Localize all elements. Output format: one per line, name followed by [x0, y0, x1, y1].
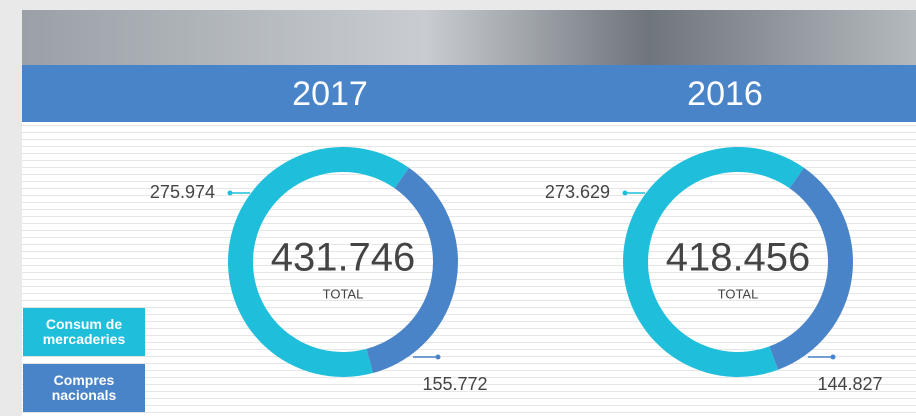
center-caption: TOTAL	[718, 286, 759, 301]
leader-dot	[435, 354, 441, 360]
center-value: 431.746	[271, 236, 416, 280]
leader-dot	[622, 190, 628, 196]
center-value: 418.456	[666, 236, 811, 280]
value-label: 275.974	[150, 182, 215, 202]
chart-title: 2016	[687, 75, 763, 113]
legend-entry: Consum de mercaderies	[23, 308, 145, 356]
header-bar	[22, 65, 916, 122]
banner-image	[22, 10, 916, 66]
legend-entry: Compres nacionals	[23, 364, 145, 412]
value-label: 144.827	[817, 374, 882, 394]
donut-segment	[366, 167, 459, 374]
center-caption: TOTAL	[323, 286, 364, 301]
donut-segment	[228, 147, 409, 377]
chart-title: 2017	[292, 75, 368, 113]
donut-segment	[622, 146, 804, 377]
leader-dot	[227, 190, 233, 196]
leader-dot	[830, 354, 836, 360]
value-label: 273.629	[545, 182, 610, 202]
donut-segment	[769, 167, 853, 370]
value-label: 155.772	[422, 374, 487, 394]
